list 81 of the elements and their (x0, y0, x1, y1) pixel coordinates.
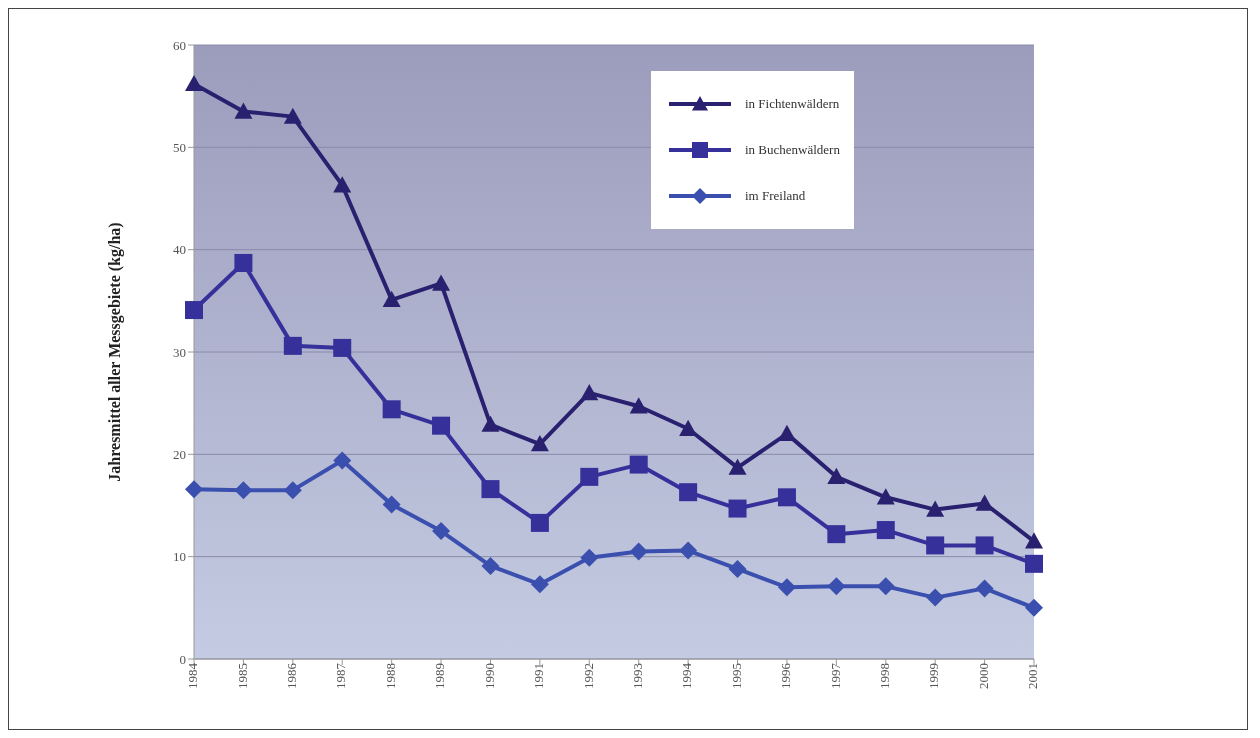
y-tick-label: 40 (173, 242, 186, 258)
point (432, 274, 451, 291)
point (777, 488, 796, 507)
x-tick-label: 1989 (432, 663, 448, 689)
x-tick-label: 1999 (926, 663, 942, 689)
point (333, 176, 352, 193)
point (382, 290, 401, 308)
y-tick-label: 60 (173, 37, 186, 53)
point (827, 577, 846, 596)
point (432, 416, 451, 435)
point (283, 336, 302, 355)
point (926, 588, 945, 607)
point (728, 458, 747, 475)
point (481, 556, 500, 575)
point (283, 107, 302, 124)
y-axis-title: Jahresmittel aller Messgebiete (kg/ha) (105, 222, 124, 482)
x-tick-label: 1993 (629, 663, 645, 689)
x-tick-label: 1984 (185, 662, 201, 689)
point (283, 481, 302, 500)
x-tick-label: 1985 (234, 663, 250, 689)
point (530, 435, 549, 452)
point (1025, 532, 1043, 549)
point (728, 559, 747, 578)
point (234, 481, 253, 500)
x-tick-label: 1991 (531, 663, 547, 689)
x-tick-label: 2000 (975, 663, 991, 689)
point (580, 548, 599, 567)
point (234, 253, 253, 272)
point (580, 383, 599, 401)
point (185, 301, 203, 320)
x-tick-label: 1990 (481, 663, 497, 689)
point (481, 480, 500, 499)
x-tick-label: 1992 (580, 663, 596, 689)
y-tick-label: 20 (173, 446, 186, 462)
point (333, 451, 352, 470)
point (530, 575, 549, 594)
x-tick-label: 1994 (679, 662, 695, 689)
x-tick-label: 1998 (876, 663, 892, 689)
point (185, 74, 203, 92)
x-tick-label: 1988 (382, 663, 398, 689)
legend-label: im Freiland (745, 188, 806, 204)
x-tick-label: 1997 (827, 662, 843, 689)
point (1025, 598, 1043, 617)
y-tick-label: 0 (179, 651, 186, 667)
point (1025, 554, 1043, 573)
y-tick-label: 10 (173, 549, 186, 565)
point (876, 521, 895, 540)
point (975, 494, 994, 511)
x-tick-label: 1996 (778, 662, 794, 689)
point (481, 415, 500, 432)
point (876, 577, 895, 596)
point (530, 513, 549, 532)
point (432, 522, 451, 541)
y-tick-label: 30 (173, 344, 186, 360)
point (185, 480, 203, 499)
legend-label: in Buchenwäldern (745, 142, 840, 158)
point (876, 488, 895, 505)
point (926, 500, 945, 517)
point (679, 483, 698, 502)
point (827, 467, 846, 485)
point (975, 536, 994, 555)
x-tick-label: 1986 (284, 662, 300, 689)
y-tick-label: 50 (173, 139, 186, 155)
x-tick-label: 1995 (728, 663, 744, 689)
point (975, 579, 994, 598)
x-tick-label: 2001 (1025, 663, 1041, 689)
point (382, 495, 401, 514)
point (728, 499, 747, 518)
point (382, 400, 401, 419)
point (827, 525, 846, 544)
point (333, 338, 352, 357)
point (777, 578, 796, 597)
point (926, 536, 945, 555)
point (629, 455, 648, 474)
point (679, 541, 698, 560)
point (234, 102, 253, 119)
point (580, 467, 599, 486)
legend-label: in Fichtenwäldern (745, 96, 840, 112)
point (629, 542, 648, 561)
x-tick-label: 1987 (333, 662, 349, 689)
point (629, 397, 648, 414)
